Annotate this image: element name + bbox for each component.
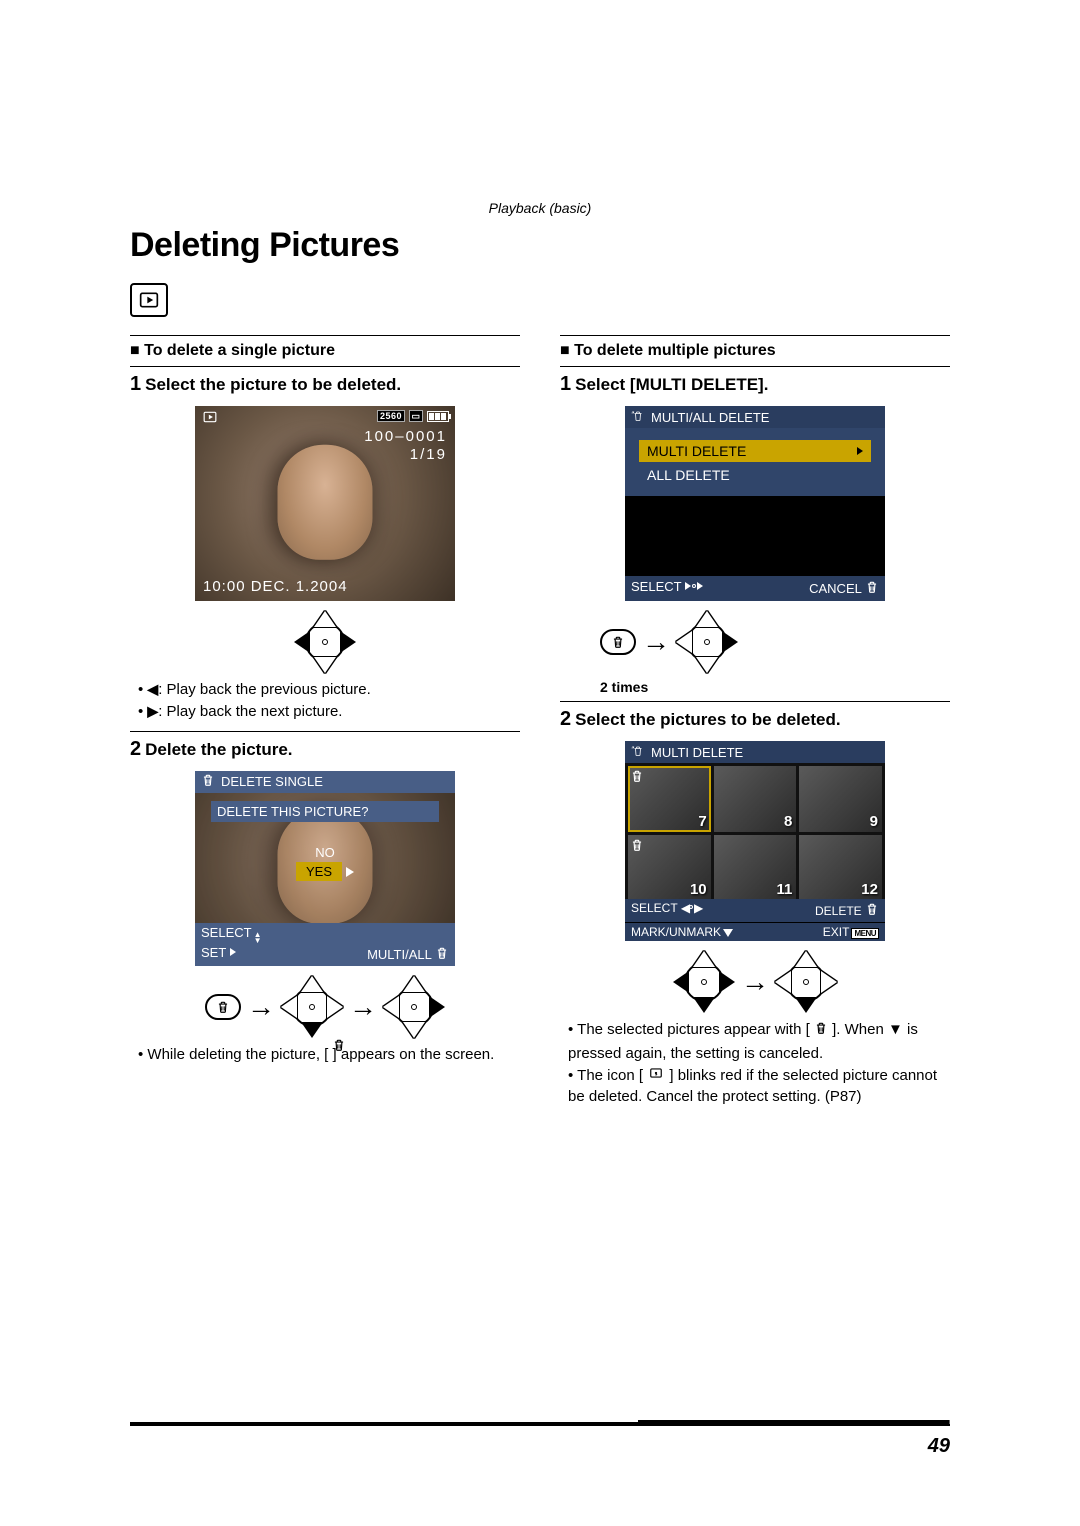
footer-rule: [130, 1420, 950, 1426]
page-title: Deleting Pictures: [130, 226, 950, 265]
dpad-icon: [294, 611, 356, 673]
menu-chip: MENU: [851, 928, 879, 939]
label-multi-all: MULTI/ALL: [367, 947, 431, 962]
screen-single-preview: 2560 ▭ 100–0001 1/19 10:00 DEC. 1.2004: [195, 406, 455, 601]
thumb-11[interactable]: 11: [714, 835, 797, 901]
heading-single-delete: To delete a single picture: [130, 342, 520, 360]
dpad-icon: [775, 951, 837, 1013]
label-set: SET: [201, 945, 226, 960]
thumb-9[interactable]: 9: [799, 766, 882, 832]
dpad-icon: [281, 976, 343, 1038]
section-header: Playback (basic): [130, 200, 950, 216]
two-times-label: 2 times: [600, 679, 950, 695]
label-select: SELECT: [631, 579, 681, 594]
label-cancel: CANCEL: [809, 581, 861, 596]
menu-multi-delete[interactable]: MULTI DELETE: [639, 440, 871, 462]
dpad-icon: [383, 976, 445, 1038]
right-column: To delete multiple pictures 1Select [MUL…: [560, 329, 950, 1116]
step-2-right: 2Select the pictures to be deleted.: [560, 708, 950, 731]
menu-all-delete[interactable]: ALL DELETE: [639, 464, 871, 486]
prev-next-list: ◀: Play back the previous picture. ▶: Pl…: [138, 679, 520, 723]
trash-button-icon: [205, 994, 241, 1020]
playback-mode-icon: [130, 283, 168, 317]
step-1-left: 1Select the picture to be deleted.: [130, 373, 520, 396]
thumb-8[interactable]: 8: [714, 766, 797, 832]
delete-single-title: DELETE SINGLE: [221, 774, 323, 789]
deleting-note: While deleting the picture, [ ] appears …: [138, 1044, 520, 1066]
dpad-icon: [673, 951, 735, 1013]
thumb-12[interactable]: 12: [799, 835, 882, 901]
label-delete: DELETE: [815, 904, 862, 918]
step-2-left: 2Delete the picture.: [130, 738, 520, 761]
label-select: SELECT: [631, 901, 677, 915]
label-mark-unmark: MARK/UNMARK: [631, 925, 721, 939]
dpad-icon: [676, 611, 738, 673]
multi-notes: The selected pictures appear with [ ]. W…: [568, 1019, 950, 1108]
heading-multi-delete: To delete multiple pictures: [560, 342, 950, 360]
multi-delete-title: MULTI DELETE: [651, 745, 743, 760]
label-select: SELECT: [201, 925, 252, 940]
delete-question: DELETE THIS PICTURE?: [211, 801, 439, 822]
thumb-7[interactable]: 7: [628, 766, 711, 832]
screen-multi-all-menu: MULTI/ALL DELETE MULTI DELETE ALL DELETE…: [625, 406, 885, 601]
trash-button-icon: [600, 629, 636, 655]
left-column: To delete a single picture 1Select the p…: [130, 329, 520, 1116]
screen-delete-single: DELETE SINGLE DELETE THIS PICTURE? NO YE…: [195, 771, 455, 966]
option-yes[interactable]: YES: [296, 862, 342, 881]
page-number: 49: [928, 1435, 950, 1458]
label-exit: EXIT: [823, 925, 850, 939]
option-no[interactable]: NO: [275, 843, 375, 862]
thumb-10[interactable]: 10: [628, 835, 711, 901]
screen-multi-grid: MULTI DELETE 7 8 9 10 11 12 SELECT ◀▶ DE…: [625, 741, 885, 941]
step-1-right: 1Select [MULTI DELETE].: [560, 373, 950, 396]
multi-all-title: MULTI/ALL DELETE: [651, 410, 769, 425]
